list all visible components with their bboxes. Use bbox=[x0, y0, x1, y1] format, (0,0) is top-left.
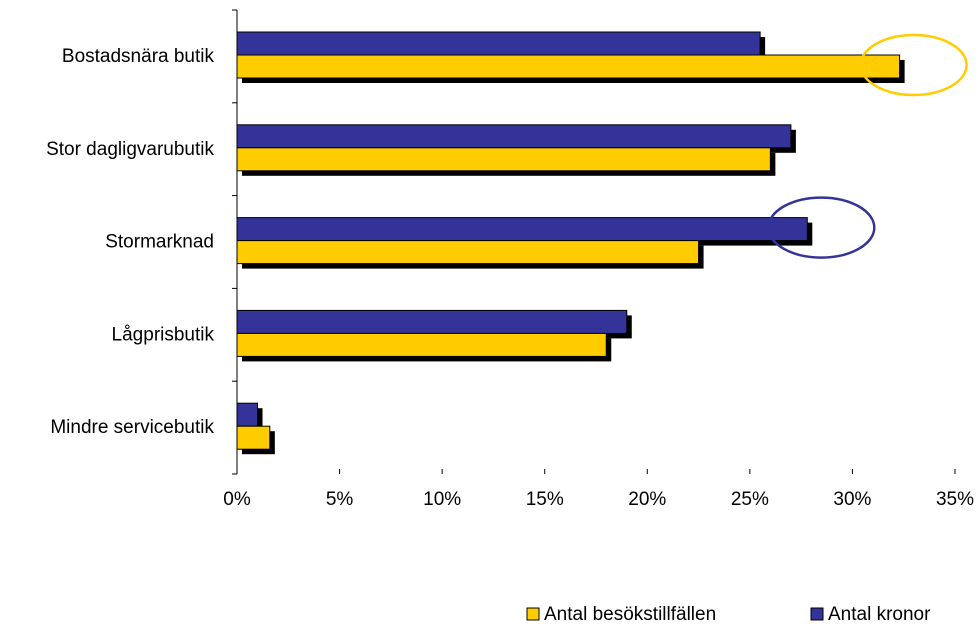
category-label: Stormarknad bbox=[105, 232, 214, 253]
legend: Antal besökstillfällen Antal kronor bbox=[526, 604, 931, 625]
bar-besok bbox=[236, 425, 271, 450]
bar-besok bbox=[236, 332, 607, 357]
bar-kronor bbox=[236, 309, 628, 334]
legend-label: Antal besökstillfällen bbox=[544, 604, 716, 625]
bar-kronor bbox=[236, 124, 792, 149]
axes-group bbox=[232, 9, 956, 475]
category-label: Lågprisbutik bbox=[112, 324, 215, 345]
bar-kronor bbox=[236, 402, 259, 427]
x-tick-label: 5% bbox=[326, 489, 354, 510]
x-tick-label: 35% bbox=[936, 489, 974, 510]
labels-group: Bostadsnära butik Stor dagligvarubutik Sto… bbox=[46, 46, 974, 510]
category-label: Bostadsnära butik bbox=[62, 46, 215, 67]
x-tick-label: 10% bbox=[423, 489, 461, 510]
category-label: Stor dagligvarubutik bbox=[46, 139, 214, 160]
highlight-ellipse bbox=[859, 33, 968, 97]
legend-swatch bbox=[810, 607, 824, 621]
legend-label: Antal kronor bbox=[828, 604, 931, 625]
x-tick-label: 25% bbox=[731, 489, 769, 510]
highlight-ellipse bbox=[767, 196, 876, 259]
bars-group bbox=[236, 31, 905, 455]
category-label: Mindre servicebutik bbox=[50, 417, 214, 438]
x-tick-label: 20% bbox=[628, 489, 666, 510]
bar-besok bbox=[236, 240, 700, 265]
x-tick-label: 15% bbox=[526, 489, 564, 510]
bar-kronor bbox=[236, 217, 808, 242]
x-tick-label: 30% bbox=[833, 489, 871, 510]
annotations-group bbox=[767, 33, 968, 259]
bar-besok bbox=[236, 54, 901, 79]
x-tick-label: 0% bbox=[223, 489, 251, 510]
legend-swatch bbox=[526, 607, 540, 621]
bar-besok bbox=[236, 147, 771, 172]
bar-kronor bbox=[236, 31, 761, 56]
